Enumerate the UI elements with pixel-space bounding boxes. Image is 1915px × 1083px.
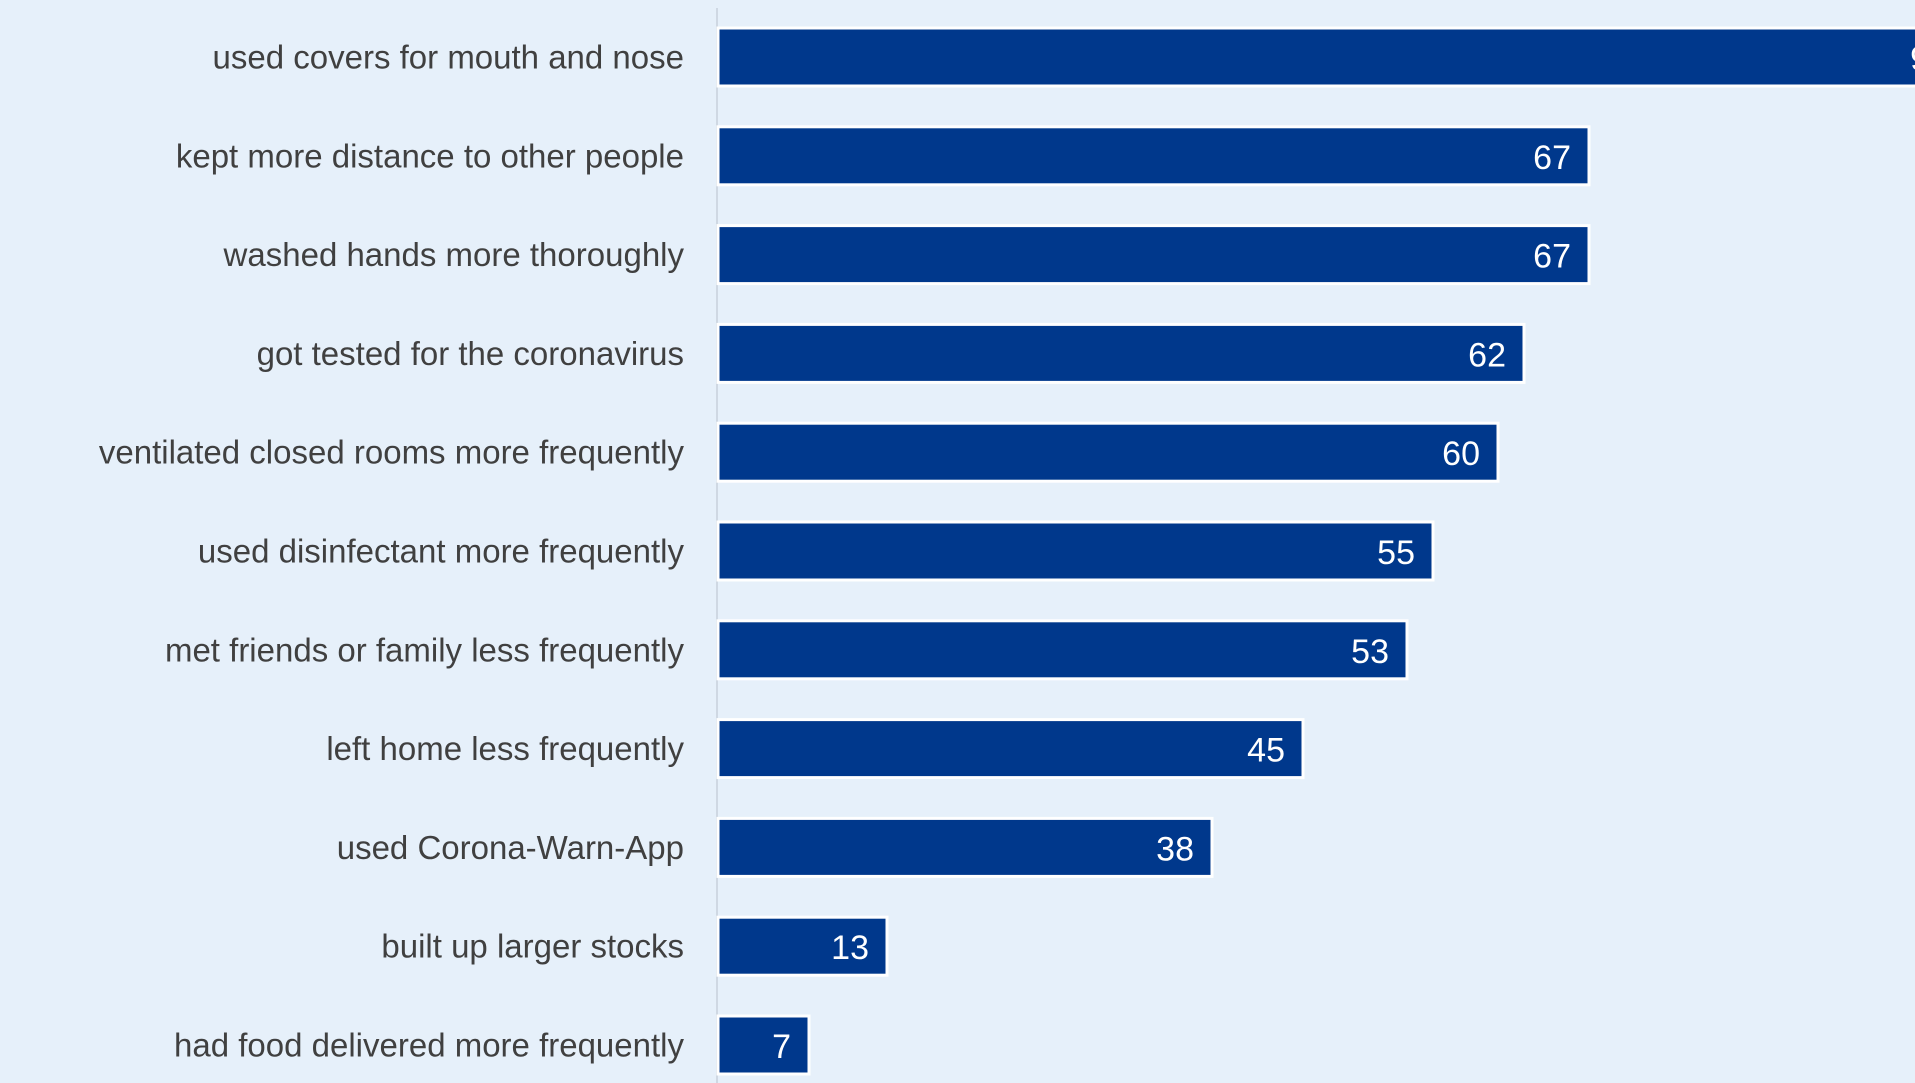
bar-7 (716, 619, 1409, 681)
value-label-6: 55 (1377, 534, 1415, 572)
category-label-2: kept more distance to other people (176, 137, 684, 174)
category-label-1: used covers for mouth and nose (213, 39, 684, 76)
bar-3 (716, 224, 1591, 286)
bar-4 (716, 322, 1526, 384)
category-label-10: built up larger stocks (381, 928, 684, 965)
bar-9 (716, 816, 1214, 878)
category-label-7: met friends or family less frequently (165, 631, 685, 668)
value-label-5: 60 (1442, 435, 1480, 473)
value-label-4: 62 (1468, 336, 1506, 374)
category-label-5: ventilated closed rooms more frequently (99, 434, 685, 471)
category-label-11: had food delivered more frequently (174, 1027, 684, 1064)
value-label-7: 53 (1351, 633, 1389, 671)
bar-1 (716, 26, 1915, 88)
value-label-10: 13 (831, 929, 869, 967)
bar-6 (716, 520, 1435, 582)
bar-5 (716, 421, 1500, 483)
bar-8 (716, 718, 1305, 780)
value-label-3: 67 (1533, 238, 1571, 276)
bars-group: used covers for mouth and nose 96 kept mor… (99, 26, 1915, 1076)
category-label-4: got tested for the coronavirus (257, 335, 684, 372)
bar-10 (716, 915, 889, 977)
category-label-3: washed hands more thoroughly (223, 236, 685, 273)
category-label-9: used Corona-Warn-App (337, 829, 684, 866)
value-label-9: 38 (1156, 830, 1194, 868)
bar-2 (716, 125, 1591, 187)
value-label-11: 7 (772, 1028, 791, 1066)
value-label-8: 45 (1247, 732, 1285, 770)
category-label-8: left home less frequently (326, 730, 684, 767)
category-label-6: used disinfectant more frequently (198, 533, 685, 570)
value-label-2: 67 (1533, 139, 1571, 177)
bar-11 (716, 1014, 811, 1076)
value-label-1: 96 (1910, 40, 1915, 78)
